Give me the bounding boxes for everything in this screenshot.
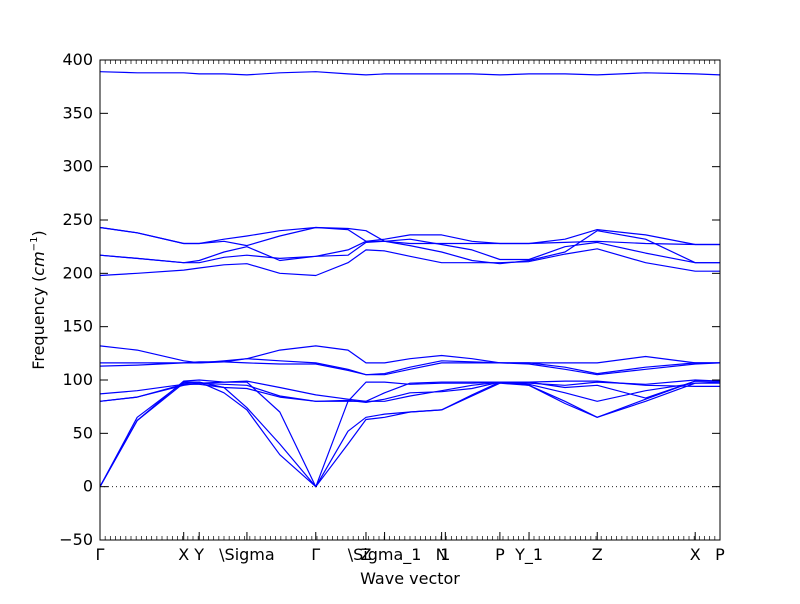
x-tick-label: Γ — [311, 545, 320, 564]
y-tick-label: 400 — [62, 50, 93, 69]
band-line-15 — [99, 379, 721, 488]
x-axis-label: Wave vector — [360, 569, 460, 588]
y-tick-label: 200 — [62, 263, 93, 282]
y-tick-label: −50 — [59, 530, 93, 549]
x-tick-label: P — [715, 545, 725, 564]
band-line-9 — [99, 361, 721, 376]
x-tick-label: X — [178, 545, 189, 564]
band-line-13 — [99, 381, 720, 488]
band-line-3 — [99, 226, 720, 247]
x-tick-label: \Sigma — [219, 545, 275, 564]
y-tick-labels: −50 0 50 100 150 200 250 300 350 400 — [59, 50, 93, 549]
band-line-6 — [99, 248, 720, 277]
band-line-5 — [99, 230, 720, 265]
band-line-14 — [99, 380, 720, 488]
x-tick-label: Y — [193, 545, 204, 564]
x-tick-label: \Sigma_1 — [348, 545, 422, 565]
x-tick-labels: Γ X Y \Sigma Γ Z\Sigma_1 N1 P Y_1 Z X P — [96, 545, 726, 565]
y-axis-label-unit: cm — [29, 251, 48, 275]
y-axis-label-main: Frequency ( — [29, 276, 48, 370]
x-tick-label: Γ — [96, 545, 105, 564]
plot-frame — [99, 59, 721, 541]
x-tick-label: X — [690, 545, 701, 564]
x-tick-label: 1 — [440, 545, 450, 564]
y-tick-label: 350 — [62, 103, 93, 122]
band-line-1 — [99, 71, 721, 76]
y-axis-label-exp: −1 — [29, 237, 40, 252]
x-tick-label: P — [495, 545, 505, 564]
axis-ticks — [99, 59, 721, 541]
y-tick-label: 300 — [62, 157, 93, 176]
x-tick-label: Z — [360, 545, 371, 564]
x-tick-label: Z — [592, 545, 603, 564]
band-line-7 — [99, 345, 720, 364]
band-line-10 — [99, 380, 720, 402]
band-line-8 — [100, 358, 720, 376]
x-tick-label: Y_1 — [514, 545, 543, 565]
x-tick-label: N — [436, 545, 448, 564]
y-tick-label: 0 — [83, 477, 93, 496]
y-tick-label: 250 — [62, 210, 93, 229]
y-tick-label: 100 — [62, 370, 93, 389]
plot-lines — [99, 71, 721, 488]
y-axis-label-close: ) — [29, 230, 48, 236]
y-tick-label: 150 — [62, 317, 93, 336]
y-tick-label: 50 — [73, 423, 93, 442]
y-axis-label: Frequency (cm−1) — [29, 230, 48, 369]
band-line-12 — [99, 381, 721, 402]
